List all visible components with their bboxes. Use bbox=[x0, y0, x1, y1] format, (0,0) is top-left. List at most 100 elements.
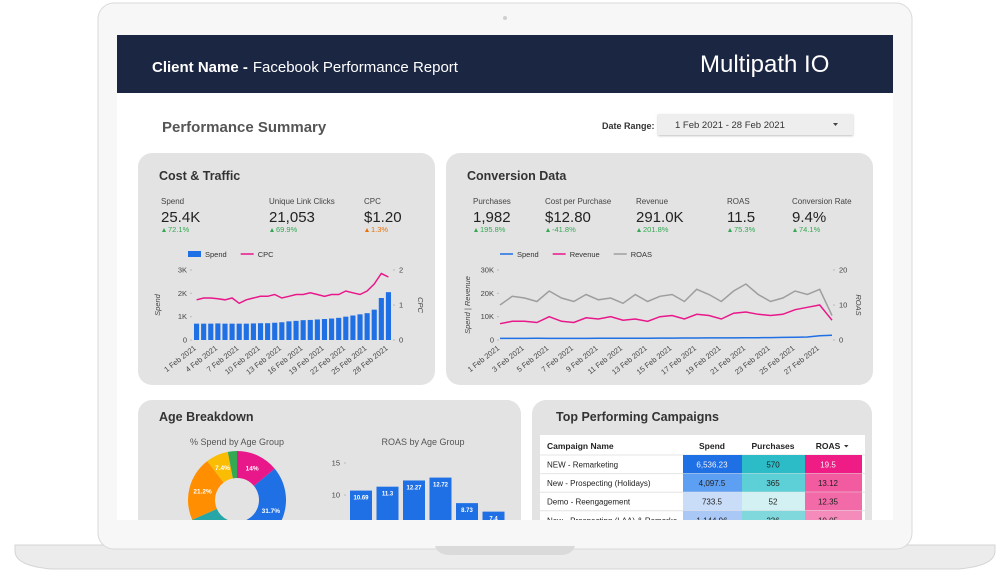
kpi-value: 9.4% bbox=[792, 209, 826, 226]
card bbox=[138, 400, 521, 520]
table-cell: 12.35 bbox=[818, 498, 839, 507]
y2-tick-label: 1 bbox=[399, 301, 403, 310]
delta-arrow bbox=[793, 228, 797, 232]
bar bbox=[300, 320, 306, 340]
delta-arrow bbox=[270, 228, 274, 232]
table-cell: Demo - Reengagement bbox=[547, 498, 631, 507]
date-range-dropdown[interactable]: 1 Feb 2021 - 28 Feb 2021 bbox=[658, 114, 853, 135]
y-tick-label: 3K bbox=[178, 266, 187, 275]
bar bbox=[329, 318, 335, 340]
chart-title: ROAS by Age Group bbox=[381, 437, 464, 447]
bar-label: 12.27 bbox=[406, 485, 422, 491]
chart-title: % Spend by Age Group bbox=[190, 437, 284, 447]
kpi-delta: 201.8% bbox=[643, 225, 669, 234]
kpi-label: Purchases bbox=[473, 197, 511, 206]
bar bbox=[193, 323, 200, 340]
table-cell: 6,536.23 bbox=[696, 461, 728, 470]
kpi-value: 291.0K bbox=[636, 209, 684, 226]
card-title: Age Breakdown bbox=[159, 410, 253, 424]
kpi-value: $1.20 bbox=[364, 209, 402, 226]
bar bbox=[257, 323, 264, 340]
bar bbox=[229, 323, 235, 340]
y-tick-label: 30K bbox=[481, 266, 494, 275]
bar bbox=[208, 323, 214, 340]
sort-caret[interactable] bbox=[844, 445, 849, 448]
bar bbox=[429, 477, 452, 520]
column-header[interactable]: ROAS bbox=[816, 441, 841, 451]
kpi-value: 25.4K bbox=[161, 209, 200, 226]
pie-slice bbox=[237, 451, 275, 486]
kpi-value: 21,053 bbox=[269, 209, 315, 226]
kpi-value: 1,982 bbox=[473, 209, 511, 226]
table-cell: 52 bbox=[769, 498, 778, 507]
bar bbox=[357, 314, 363, 340]
bar bbox=[222, 323, 228, 340]
table-cell: 10.05 bbox=[818, 516, 839, 525]
kpi-label: ROAS bbox=[727, 197, 750, 206]
kpi-value: $12.80 bbox=[545, 209, 591, 226]
laptop-notch bbox=[435, 546, 575, 555]
kpi-delta: -41.8% bbox=[552, 225, 576, 234]
kpi-label: CPC bbox=[364, 197, 381, 206]
bar bbox=[272, 322, 278, 340]
bar bbox=[371, 309, 377, 340]
delta-arrow bbox=[365, 228, 369, 232]
table-cell: 1,144.96 bbox=[696, 516, 728, 525]
bar bbox=[403, 480, 425, 520]
y-tick-label: 1K bbox=[178, 312, 187, 321]
bar bbox=[378, 298, 384, 340]
bar bbox=[376, 486, 399, 520]
heat-cell bbox=[683, 492, 742, 511]
y-tick-label: 15 bbox=[332, 459, 340, 468]
pie-slice bbox=[207, 451, 233, 483]
delta-arrow bbox=[162, 228, 166, 232]
dropdown-box[interactable] bbox=[658, 114, 853, 135]
delta-arrow bbox=[474, 228, 478, 232]
table-cell: 236 bbox=[766, 516, 780, 525]
legend-label: CPC bbox=[258, 250, 274, 259]
column-header: Spend bbox=[699, 441, 725, 451]
bar bbox=[265, 323, 271, 340]
y-tick-label: 10K bbox=[481, 312, 494, 321]
heat-cell bbox=[805, 510, 862, 520]
y2-tick-label: 20 bbox=[839, 266, 847, 275]
bar bbox=[243, 323, 249, 340]
y-axis-title: Spend | Revenue bbox=[463, 276, 472, 334]
series-line bbox=[499, 283, 833, 316]
bar bbox=[279, 322, 285, 340]
kpi-delta: 74.1% bbox=[799, 225, 821, 234]
kpi-delta: 69.9% bbox=[276, 225, 298, 234]
brand: Multipath IO bbox=[700, 51, 829, 78]
laptop-base bbox=[14, 544, 996, 570]
legend-label: Revenue bbox=[570, 250, 600, 259]
y-tick-label: 10 bbox=[332, 491, 340, 500]
section-title: Performance Summary bbox=[162, 119, 327, 136]
y2-axis-title: CPC bbox=[416, 297, 425, 313]
dropdown-caret[interactable] bbox=[833, 123, 838, 126]
delta-arrow bbox=[728, 228, 732, 232]
heat-cell bbox=[683, 473, 742, 493]
legend-swatch bbox=[188, 251, 201, 257]
bar-label: 8.73 bbox=[461, 508, 473, 514]
date-range[interactable]: 1 Feb 2021 - 28 Feb 2021 bbox=[675, 120, 785, 131]
y2-tick-label: 10 bbox=[839, 301, 847, 310]
kpi-label: Revenue bbox=[636, 197, 669, 206]
pie-slice bbox=[188, 461, 224, 520]
bar bbox=[236, 323, 242, 340]
kpi-delta: 1.3% bbox=[371, 225, 388, 234]
kpi-delta: 72.1% bbox=[168, 225, 190, 234]
column-header: Campaign Name bbox=[547, 441, 614, 451]
kpi-value: 11.5 bbox=[727, 209, 755, 226]
kpi-label: Unique Link Clicks bbox=[269, 197, 335, 206]
card-title: Conversion Data bbox=[467, 169, 567, 183]
table-cell: New - Prospecting (Holidays) bbox=[547, 479, 651, 488]
table-cell: 4,097.5 bbox=[699, 479, 726, 488]
bar bbox=[456, 503, 478, 520]
series-line bbox=[500, 334, 833, 340]
y2-tick-label: 2 bbox=[399, 266, 403, 275]
bar-label: 11.3 bbox=[382, 492, 394, 498]
pie-slice bbox=[227, 451, 237, 479]
bar bbox=[250, 323, 256, 340]
legend-label: Spend bbox=[517, 250, 539, 259]
